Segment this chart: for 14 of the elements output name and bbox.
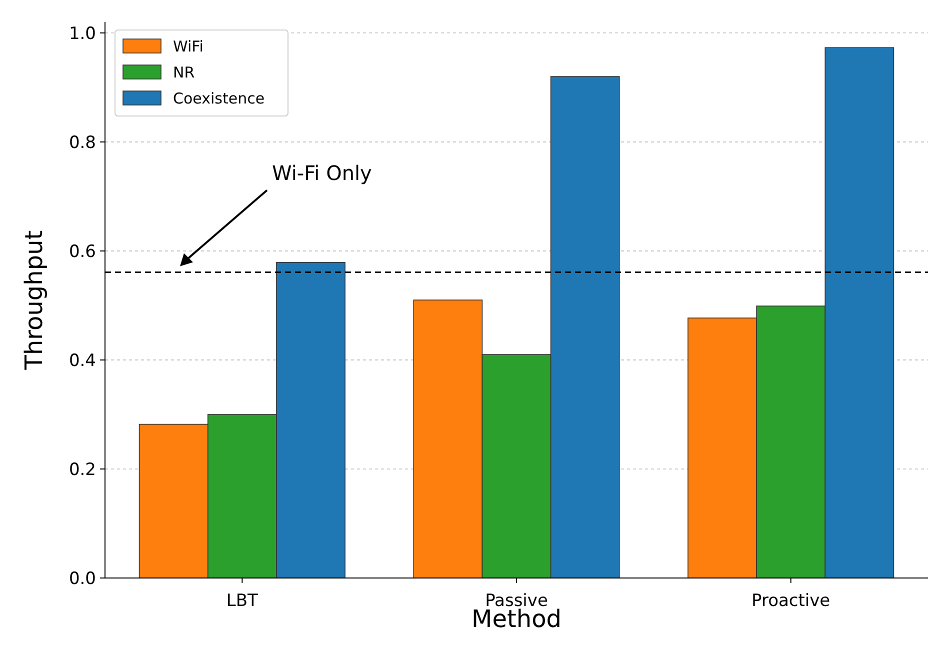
x-axis-title: Method (471, 605, 562, 633)
annotation: Wi-Fi Only (272, 161, 372, 186)
legend-label: Coexistence (173, 89, 265, 108)
y-tick-label: 0.8 (68, 132, 96, 153)
x-tick-label: LBT (226, 591, 259, 611)
y-tick-label: 0.2 (68, 460, 96, 480)
y-tick-label: 1.0 (68, 24, 96, 44)
y-tick-label: 0.0 (68, 568, 96, 589)
x-tick-label: Proactive (752, 591, 830, 611)
y-axis-title: Throughput (20, 230, 48, 371)
y-tick-label: 0.4 (68, 350, 96, 371)
y-tick-label: 0.6 (68, 242, 96, 262)
legend-label: NR (173, 63, 195, 82)
legend-label: WiFi (173, 37, 204, 56)
